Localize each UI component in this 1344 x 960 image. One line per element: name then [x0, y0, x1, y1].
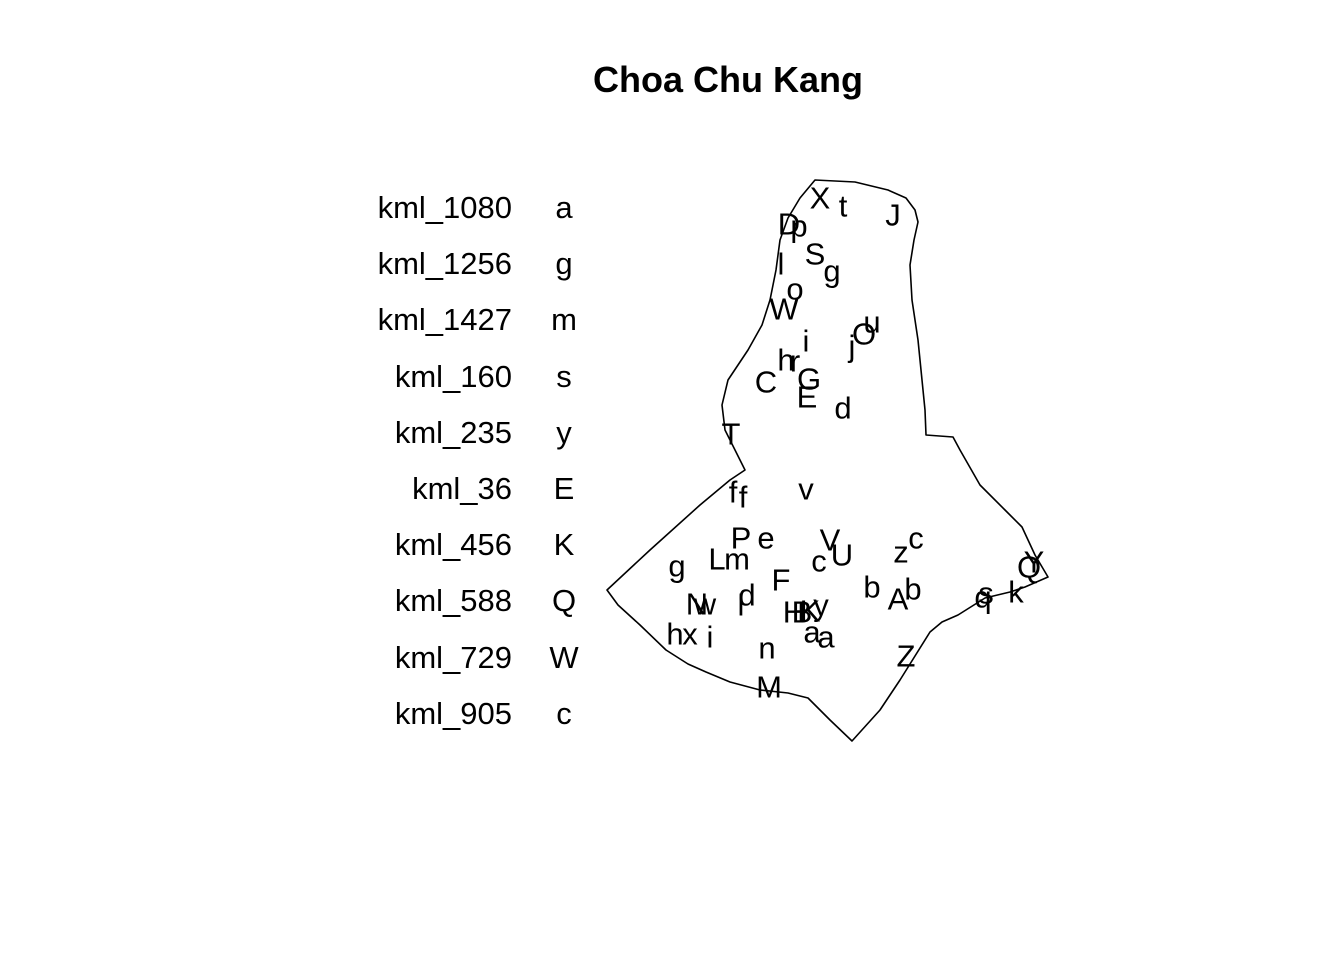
legend-row: kml_36 E: [340, 461, 600, 517]
map-label: Y: [1024, 545, 1045, 580]
map-label: k: [1008, 575, 1024, 610]
map-label: f: [729, 475, 738, 510]
map-label: A: [888, 582, 909, 617]
map-label: b: [904, 572, 921, 607]
map-label: K: [800, 594, 821, 629]
legend-row: kml_905 c: [340, 686, 600, 742]
map-label: Z: [897, 639, 916, 674]
map-label: w: [693, 587, 717, 622]
map-label: t: [839, 189, 848, 224]
map-label: P: [731, 521, 752, 556]
map-label: g: [668, 549, 685, 584]
map-label: r: [790, 344, 800, 379]
legend-name: kml_905: [394, 695, 512, 731]
map-title: Choa Chu Kang: [593, 59, 863, 100]
map-label: v: [798, 472, 814, 507]
legend-name: kml_729: [394, 639, 512, 675]
map-label: F: [772, 563, 791, 598]
map-label: a: [803, 615, 821, 650]
map-label: i: [803, 324, 810, 359]
map-label: U: [831, 538, 853, 573]
map-label: b: [863, 570, 880, 605]
map-label: V: [820, 523, 841, 558]
map-label: Q: [1017, 550, 1041, 585]
map-label: e: [757, 521, 774, 556]
map-label: W: [769, 292, 799, 327]
map-label: H: [783, 595, 805, 630]
map-label: h: [666, 617, 683, 652]
map-label: o: [786, 272, 803, 307]
map-label: i: [707, 620, 714, 655]
legend-name: kml_235: [394, 414, 512, 450]
map-label: E: [797, 380, 818, 415]
map-label: y: [813, 588, 829, 623]
legend-name: kml_456: [394, 527, 512, 563]
legend-name: kml_588: [394, 583, 512, 619]
map-label: g: [823, 254, 840, 289]
legend-row: kml_160 s: [340, 349, 600, 405]
map-label: C: [755, 365, 777, 400]
map-label: T: [722, 417, 741, 452]
legend-name: kml_1080: [377, 190, 512, 225]
map-label: c: [811, 544, 827, 579]
legend-row: kml_729 W: [340, 630, 600, 686]
map-label: D: [778, 207, 800, 242]
map-label: f: [739, 480, 748, 515]
legend-row: kml_1256 g: [340, 236, 600, 292]
legend-name: kml_1256: [377, 246, 512, 282]
legend-name: kml_1427: [377, 302, 512, 338]
legend-row: kml_1080 a: [340, 180, 600, 236]
map-label: h: [777, 343, 794, 378]
map-label: d: [834, 391, 851, 426]
map-label: O: [852, 317, 876, 352]
legend-name: kml_36: [412, 470, 512, 506]
region-boundary: [606, 179, 1049, 742]
map-label: c: [908, 521, 924, 556]
map-label: u: [863, 305, 880, 340]
map-label: G: [797, 362, 821, 397]
map-label: s: [978, 576, 994, 611]
map-label: l: [738, 588, 745, 623]
map-label: q: [974, 580, 991, 615]
map-label: d: [738, 578, 755, 613]
map-label: M: [756, 670, 782, 705]
map-label: n: [758, 631, 775, 666]
map-label: z: [893, 535, 909, 570]
map-label: x: [682, 617, 698, 652]
legend-name: kml_160: [394, 358, 512, 394]
map-label: p: [790, 209, 807, 244]
map-label: B: [792, 595, 813, 630]
map-label: S: [805, 237, 826, 272]
map-label: L: [708, 542, 725, 577]
legend-row: kml_1427 m: [340, 292, 600, 348]
map-label: N: [686, 587, 708, 622]
map-label: m: [724, 542, 750, 577]
map-label: j: [848, 329, 856, 364]
legend-row: kml_235 y: [340, 405, 600, 461]
map-label: l: [778, 247, 785, 282]
map-label: X: [810, 181, 831, 216]
map-label: J: [885, 198, 901, 233]
legend-row: kml_588 Q: [340, 573, 600, 629]
map-label: a: [817, 620, 835, 655]
legend: kml_1080 a kml_1256 g kml_1427 m kml_160 s k…: [340, 180, 600, 742]
legend-row: kml_456 K: [340, 517, 600, 573]
